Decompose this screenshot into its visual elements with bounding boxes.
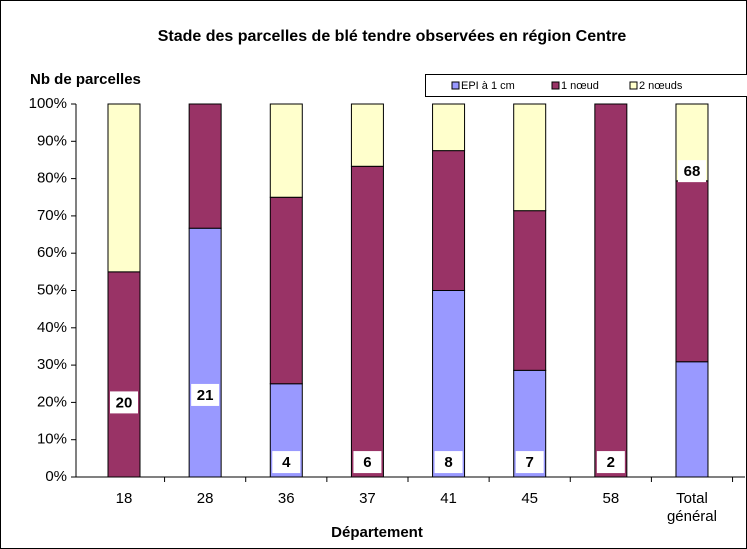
y-axis-title: Nb de parcelles — [30, 71, 141, 88]
y-tick-label: 70% — [37, 207, 67, 224]
y-tick-label: 0% — [45, 468, 67, 485]
x-tick-label: 18 — [115, 490, 133, 507]
bar-segment — [107, 271, 141, 478]
bar-segment — [513, 210, 547, 371]
y-tick-label: 60% — [37, 244, 67, 261]
y-tick-label: 40% — [37, 319, 67, 336]
y-tick-label: 20% — [37, 393, 67, 410]
bar-segment — [350, 165, 384, 478]
chart-title: Stade des parcelles de blé tendre observ… — [158, 28, 627, 45]
y-tick-label: 90% — [37, 132, 67, 149]
count-label-bg — [677, 160, 706, 183]
legend-swatch — [551, 81, 560, 90]
legend-label: 1 nœud — [561, 80, 599, 92]
y-tick-label: 100% — [29, 95, 67, 112]
bar-segment — [350, 103, 384, 167]
y-tick-label: 80% — [37, 170, 67, 187]
x-axis-title: Département — [331, 524, 423, 541]
count-label-bg — [434, 451, 463, 474]
count-label: 7 — [526, 454, 534, 471]
legend-label: 2 nœuds — [639, 80, 683, 92]
count-label-bg — [191, 383, 220, 406]
bar-segment — [513, 103, 547, 212]
x-tick-label: 45 — [521, 490, 539, 507]
legend-box — [425, 74, 747, 97]
y-tick-label: 30% — [37, 356, 67, 373]
count-label: 21 — [197, 387, 214, 404]
x-tick-label: 58 — [602, 490, 620, 507]
bar-segment — [594, 103, 628, 478]
count-label: 6 — [363, 454, 371, 471]
count-label: 4 — [282, 454, 291, 471]
bar-segment — [269, 103, 303, 198]
bar-segment — [269, 196, 303, 385]
count-label: 2 — [607, 454, 615, 471]
count-label: 68 — [684, 163, 701, 180]
x-tick-label: 36 — [277, 490, 295, 507]
bar-segment — [188, 103, 222, 229]
x-tick-label: 37 — [359, 490, 376, 507]
count-label-bg — [272, 451, 301, 474]
x-tick-label: Total général — [666, 490, 717, 525]
bar-segment — [432, 290, 466, 478]
y-tick-label: 10% — [37, 431, 67, 448]
bar-segment — [675, 361, 709, 478]
x-tick-label: 28 — [196, 490, 214, 507]
count-label-bg — [110, 391, 138, 414]
bar-segment — [675, 180, 709, 363]
bar-segment — [432, 150, 466, 291]
x-tick-label: 41 — [440, 490, 457, 507]
count-label-bg — [353, 451, 382, 474]
bar-segment — [432, 103, 466, 152]
bar-segment — [107, 103, 141, 273]
legend-label: EPI à 1 cm — [461, 80, 515, 92]
y-tick-label: 50% — [37, 281, 67, 298]
bar-segment — [188, 227, 222, 478]
legend-swatch — [629, 81, 638, 90]
legend-swatch — [451, 81, 460, 90]
count-label: 8 — [444, 454, 452, 471]
count-label-bg — [515, 451, 544, 474]
count-label: 20 — [116, 394, 133, 411]
count-label-bg — [596, 451, 625, 474]
